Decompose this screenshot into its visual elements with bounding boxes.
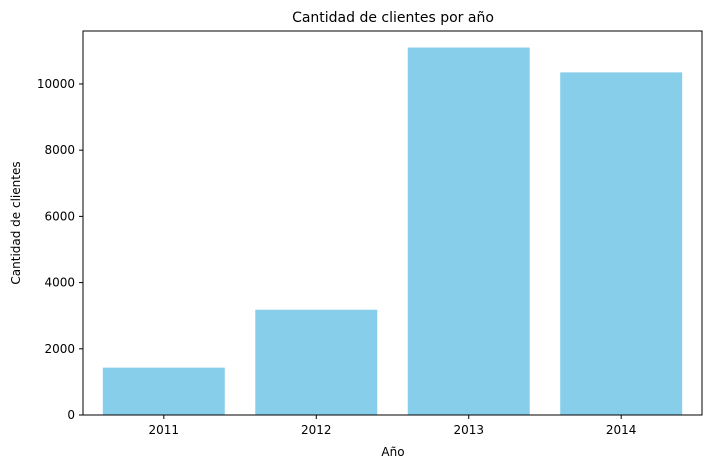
y-axis: 0 2000 4000 6000 8000 10000 [37, 77, 83, 422]
y-axis-label: Cantidad de clientes [9, 161, 23, 284]
plot-frame [82, 30, 703, 416]
y-tick-label-10000: 10000 [37, 77, 75, 91]
x-tick-label-2011: 2011 [149, 423, 180, 437]
y-tick-label-4000: 4000 [44, 276, 75, 290]
bar-2014 [560, 72, 683, 415]
bars-layer [102, 47, 683, 416]
bar-2013 [407, 47, 530, 416]
bar-2012 [255, 309, 378, 415]
chart-title: Cantidad de clientes por año [292, 10, 494, 26]
x-tick-label-2013: 2013 [453, 423, 484, 437]
y-tick-label-6000: 6000 [44, 209, 75, 223]
x-axis-label: Año [381, 445, 404, 459]
y-tick-label-2000: 2000 [44, 342, 75, 356]
bar-2011 [102, 367, 225, 415]
y-tick-label-0: 0 [67, 408, 75, 422]
x-tick-label-2012: 2012 [301, 423, 332, 437]
x-axis: 2011 2012 2013 2014 [149, 415, 637, 437]
x-tick-label-2014: 2014 [606, 423, 637, 437]
y-tick-label-8000: 8000 [44, 143, 75, 157]
